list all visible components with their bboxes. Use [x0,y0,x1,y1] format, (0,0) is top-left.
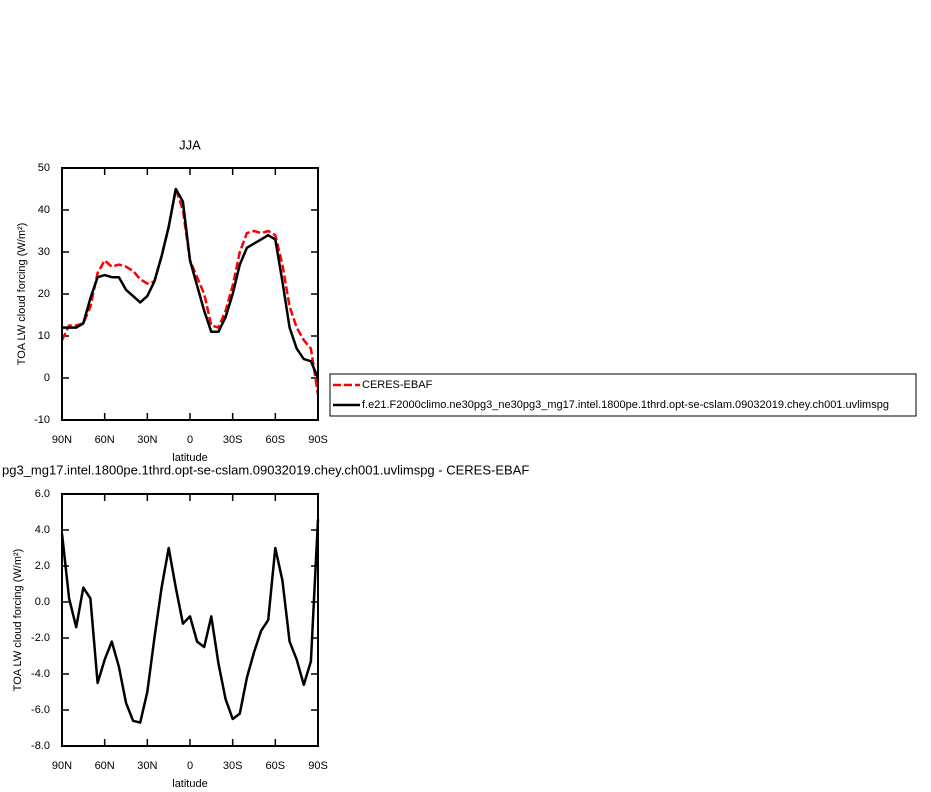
y-tick-label: -6.0 [31,704,50,716]
y-tick-label: 10 [38,330,50,342]
chart-title: JJA [179,137,201,152]
plot-frame [61,493,319,747]
y-axis-label: TOA LW cloud forcing (W/m²) [16,223,28,366]
y-axis-label: TOA LW cloud forcing (W/m²) [12,549,24,692]
data-line [62,187,320,379]
legend-label: CERES-EBAF [362,379,433,391]
x-tick-label: 30N [137,760,157,772]
x-tick-label: 30N [137,434,157,446]
x-tick-label: 30S [223,760,243,772]
y-tick-label: 6.0 [35,488,50,500]
y-tick-label: 0 [44,372,50,384]
x-axis-label: latitude [172,778,207,790]
x-tick-label: 90S [308,434,328,446]
y-tick-label: 30 [38,246,50,258]
x-tick-label: 60S [266,760,286,772]
y-tick-label: -8.0 [31,740,50,752]
y-tick-label: 4.0 [35,524,50,536]
y-tick-label: 0.0 [35,596,50,608]
x-axis-label: latitude [172,452,207,464]
x-tick-label: 60N [95,760,115,772]
x-tick-label: 90N [52,434,72,446]
x-tick-label: 60S [266,434,286,446]
x-tick-label: 90S [308,760,328,772]
x-tick-label: 30S [223,434,243,446]
chart-title: pg3_mg17.intel.1800pe.1thrd.opt-se-cslam… [2,462,529,477]
plot-frame [61,167,319,421]
legend-box [329,373,917,417]
x-tick-label: 60N [95,434,115,446]
y-tick-label: -10 [34,414,50,426]
y-tick-label: 20 [38,288,50,300]
y-tick-label: 40 [38,204,50,216]
data-line [60,187,320,395]
data-line [60,519,320,724]
x-tick-label: 0 [187,434,193,446]
y-tick-label: 50 [38,162,50,174]
y-tick-label: -4.0 [31,668,50,680]
x-tick-label: 90N [52,760,72,772]
legend-label: f.e21.F2000climo.ne30pg3_ne30pg3_mg17.in… [362,399,889,411]
y-tick-label: -2.0 [31,632,50,644]
y-tick-label: 2.0 [35,560,50,572]
x-tick-label: 0 [187,760,193,772]
